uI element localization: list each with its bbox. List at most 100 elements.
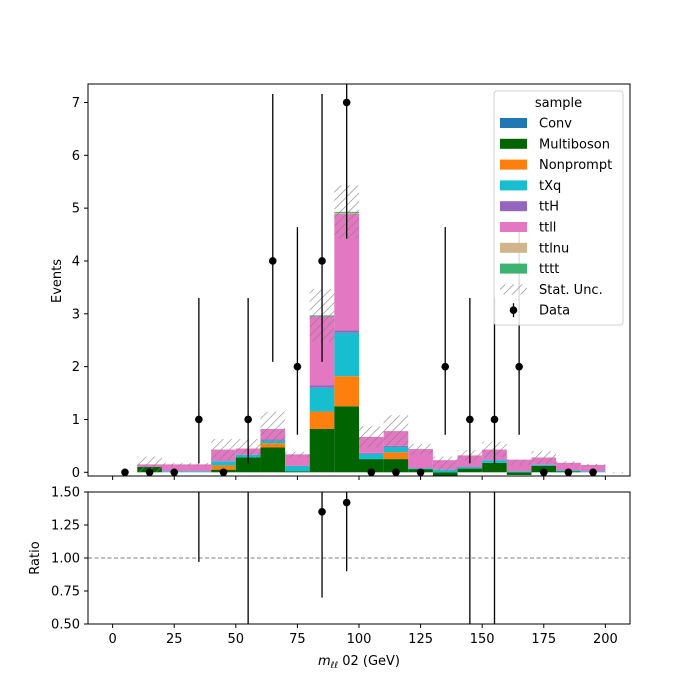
bar-ttll (580, 464, 606, 472)
y-tick-label: 1.50 (51, 486, 80, 501)
stat-unc-band (161, 462, 187, 466)
stat-unc-band (359, 426, 384, 448)
x-tick-label: 50 (228, 632, 245, 647)
bar-txq (506, 471, 532, 473)
bar-tth (359, 452, 384, 454)
legend-label-conv: Conv (539, 117, 572, 132)
legend-label-ttlnu: ttlnu (539, 241, 569, 256)
ratio-point (318, 508, 326, 516)
bar-ttll (186, 464, 212, 472)
stat-unc-band (605, 472, 630, 474)
legend-swatch-ttll (500, 222, 527, 232)
bar-multiboson (457, 468, 483, 473)
data-point (367, 468, 376, 477)
y-tick-label: 0.50 (51, 618, 80, 633)
bar-nonprompt (334, 376, 359, 407)
bar-txq (383, 446, 409, 453)
legend-swatch-nonprompt (500, 159, 527, 170)
x-tick-label: 150 (470, 632, 495, 647)
stat-unc-band (506, 459, 532, 465)
data-point (564, 468, 573, 477)
bar-txq (309, 387, 335, 412)
y-tick-label: 1.25 (51, 519, 80, 534)
legend-label-txq: tXq (539, 179, 561, 194)
bar-multiboson (359, 459, 384, 473)
data-points (121, 84, 597, 477)
legend-swatch-conv (500, 118, 527, 128)
stat-unc-band (432, 456, 458, 473)
y-tick-label: 0.75 (51, 585, 80, 600)
bar-ttll (556, 462, 581, 471)
bar-txq (457, 467, 483, 469)
legend-swatch-stat-unc- (500, 284, 527, 295)
y-tick-label: 1 (72, 413, 80, 428)
ratio-point (342, 498, 351, 507)
stat-unc-band (186, 462, 212, 466)
y-tick-label: 1.00 (51, 552, 80, 567)
legend-swatch-tttt (500, 263, 527, 274)
stat-unc-band (580, 463, 606, 466)
y-tick-label: 4 (72, 254, 80, 269)
x-tick-label: 200 (593, 632, 618, 647)
bar-tth (309, 385, 335, 388)
data-point (392, 468, 400, 477)
bar-multiboson (260, 447, 286, 473)
y-axis-bottom: 0.50 0.75 1.00 1.25 1.50 (51, 486, 88, 633)
data-point (195, 415, 203, 424)
bar-multiboson (482, 462, 507, 473)
data-point (515, 362, 523, 371)
data-point (244, 415, 252, 424)
stat-unc-band (383, 415, 409, 447)
bar-ttll (161, 464, 187, 472)
y-axis-top: 0 1 2 3 4 5 6 7 (72, 96, 88, 481)
x-tick-label: 0 (108, 632, 116, 647)
data-point (219, 468, 228, 477)
x-axis-bottom: 0 25 50 75 100 125 150 175 200 (108, 624, 618, 647)
x-tick-label: 175 (531, 632, 556, 647)
ratio-points (318, 498, 351, 516)
bar-multiboson (285, 471, 310, 473)
stat-unc-band (260, 411, 286, 447)
legend-swatch-data (509, 306, 518, 315)
legend-label-stat-unc-: Stat. Unc. (539, 283, 603, 298)
bar-multiboson (334, 406, 359, 473)
data-point (490, 415, 499, 424)
legend-label-multiboson: Multiboson (539, 137, 610, 152)
data-point (342, 98, 351, 107)
bar-multiboson (506, 472, 532, 475)
bar-nonprompt (383, 452, 409, 460)
stat-unc-band (211, 439, 236, 461)
bar-ttll (506, 459, 532, 472)
bar-txq (531, 464, 557, 466)
legend-swatch-tth (500, 201, 527, 212)
bar-multiboson (432, 472, 458, 476)
stat-unc-band (556, 461, 581, 465)
stat-unc-band (531, 451, 557, 464)
legend-title: sample (535, 96, 582, 111)
data-point (170, 468, 179, 477)
legend-label-data: Data (539, 304, 570, 319)
stat-unc-band (408, 443, 433, 455)
bar-txq (334, 332, 359, 377)
bar-txq (211, 461, 236, 466)
data-point (441, 362, 450, 371)
bar-ttll (285, 454, 310, 466)
stat-unc-band (137, 456, 162, 473)
bar-txq (359, 453, 384, 460)
legend-label-tth: ttH (539, 200, 559, 215)
data-point (416, 468, 425, 477)
bar-multiboson (383, 459, 409, 473)
x-tick-label: 75 (289, 632, 306, 647)
data-point (589, 468, 597, 477)
data-point (318, 257, 326, 265)
x-axis-title: mℓℓ 02 (GeV) (318, 654, 400, 671)
bar-multiboson (235, 457, 261, 473)
y-tick-label: 6 (72, 149, 80, 164)
y-tick-label: 3 (72, 307, 80, 322)
y-axis-title-ratio: Ratio (28, 541, 43, 574)
bar-txq (186, 471, 212, 473)
data-point (145, 468, 154, 477)
bar-nonprompt (211, 465, 236, 470)
legend-label-nonprompt: Nonprompt (539, 158, 612, 173)
